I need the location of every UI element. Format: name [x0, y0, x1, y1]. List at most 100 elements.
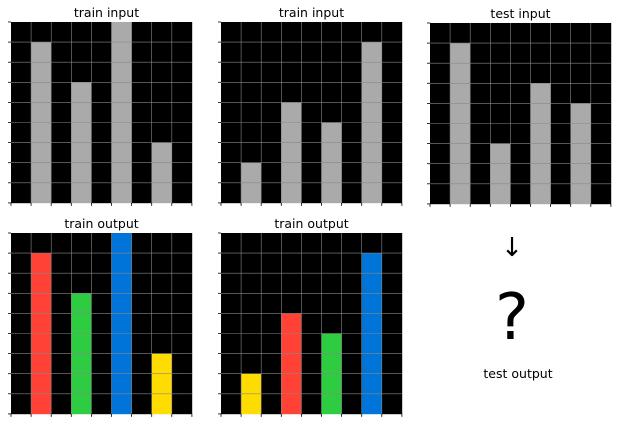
- grid-cell: [361, 122, 383, 143]
- test-output-title: test output: [483, 366, 553, 381]
- grid-cell: [341, 313, 362, 334]
- grid-cell: [341, 373, 362, 395]
- grid-cell: [281, 122, 302, 143]
- grid-cell: [381, 122, 403, 143]
- grid-cell: [91, 142, 112, 163]
- grid-cell: [171, 353, 193, 374]
- grid-cell: [381, 333, 403, 354]
- grid-cell: [430, 143, 451, 164]
- grid-cell: [301, 62, 322, 83]
- grid-cell: [241, 333, 262, 354]
- grid-cell: [490, 83, 511, 104]
- grid-cell: [221, 22, 242, 43]
- grid-cell: [91, 122, 112, 143]
- grid-cell: [281, 273, 302, 294]
- grid-cell: [321, 233, 342, 254]
- grid-cell: [221, 313, 242, 334]
- grid-cell: [281, 293, 302, 314]
- grid-cell: [530, 163, 551, 185]
- grid-cell: [91, 333, 112, 354]
- grid-train-input-2: [218, 21, 403, 206]
- grid-cell: [241, 313, 262, 334]
- grid-cell: [261, 62, 282, 83]
- grid-cell: [131, 233, 152, 254]
- grid-cell: [281, 353, 302, 374]
- grid-cell: [321, 393, 342, 415]
- grid-cell: [261, 313, 282, 334]
- grid-cell: [91, 253, 112, 274]
- grid-cell: [241, 42, 262, 63]
- grid-cell: [450, 83, 471, 104]
- grid-cell: [530, 183, 551, 205]
- grid-cell: [71, 333, 92, 354]
- grid-cell: [321, 293, 342, 314]
- grid-cell: [151, 82, 173, 103]
- grid-cell: [470, 83, 491, 104]
- grid-cell: [11, 102, 32, 123]
- grid-cell: [341, 162, 362, 184]
- grid-cell: [341, 22, 362, 43]
- grid-cell: [241, 142, 262, 163]
- grid-cell: [550, 63, 571, 84]
- grid-cell: [281, 22, 302, 43]
- grid-cell: [570, 143, 592, 164]
- grid-cell: [550, 103, 571, 124]
- grid-cell: [490, 43, 511, 64]
- grid-cell: [151, 293, 173, 314]
- grid-cell: [361, 62, 383, 83]
- grid-cell: [470, 163, 491, 185]
- grid-cell: [470, 123, 491, 144]
- grid-cell: [221, 373, 242, 395]
- grid-cell: [171, 42, 193, 63]
- grid-cell: [151, 122, 173, 143]
- grid-cell: [450, 123, 471, 144]
- grid-cell: [261, 293, 282, 314]
- grid-cell: [221, 42, 242, 63]
- grid-cell: [71, 42, 92, 63]
- grid-cell: [550, 43, 571, 64]
- grid-cell: [341, 233, 362, 254]
- grid-cell: [510, 143, 531, 164]
- grid-cell: [341, 182, 362, 204]
- panel-title: train output: [64, 216, 139, 231]
- grid-cell: [281, 233, 302, 254]
- grid-cell: [241, 102, 262, 123]
- grid-cell: [221, 182, 242, 204]
- grid-cell: [11, 122, 32, 143]
- grid-cell: [11, 253, 32, 274]
- grid-cell: [111, 253, 132, 274]
- grid-cell: [301, 162, 322, 184]
- grid-cell: [71, 22, 92, 43]
- grid-cell: [51, 182, 72, 204]
- grid-cell: [151, 313, 173, 334]
- grid-cell: [570, 23, 592, 44]
- grid-cell: [530, 143, 551, 164]
- grid-cell: [341, 142, 362, 163]
- grid-cell: [361, 142, 383, 163]
- grid-cell: [361, 182, 383, 204]
- grid-cell: [131, 293, 152, 314]
- grid-train-output-2: [218, 232, 403, 417]
- grid-cell: [221, 62, 242, 83]
- grid-cell: [71, 102, 92, 123]
- grid-cell: [71, 353, 92, 374]
- grid-cell: [261, 333, 282, 354]
- grid-cell: [261, 373, 282, 395]
- grid-cell: [361, 22, 383, 43]
- grid-cell: [111, 233, 132, 254]
- grid-cell: [51, 333, 72, 354]
- grid-cell: [570, 83, 592, 104]
- grid-cell: [301, 373, 322, 395]
- grid-cell: [91, 353, 112, 374]
- grid-cell: [171, 22, 193, 43]
- grid-cell: [111, 102, 132, 123]
- grid-cell: [301, 233, 322, 254]
- grid-cell: [430, 83, 451, 104]
- grid-cell: [71, 82, 92, 103]
- grid-cell: [381, 102, 403, 123]
- grid-cell: [301, 313, 322, 334]
- grid-cell: [430, 43, 451, 64]
- grid-cell: [131, 273, 152, 294]
- grid-cell: [131, 62, 152, 83]
- grid-cell: [31, 233, 52, 254]
